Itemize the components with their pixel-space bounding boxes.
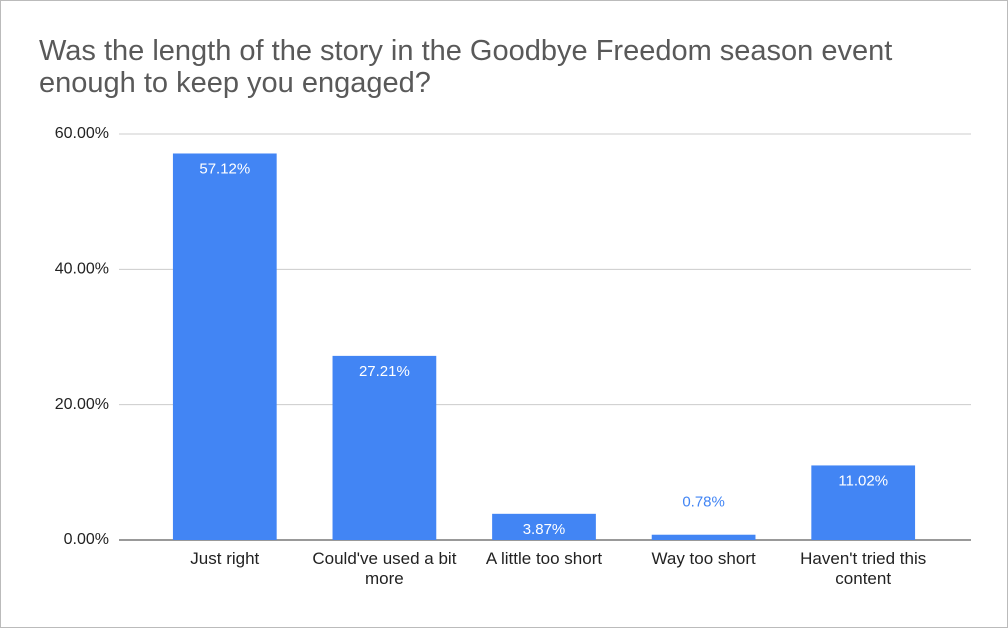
x-tick-label: Just right <box>190 549 260 568</box>
x-tick-label: A little too short <box>485 549 603 568</box>
x-tick-label: Could've used a bit more <box>312 549 457 588</box>
bar <box>651 534 756 540</box>
y-tick-label: 20.00% <box>55 396 109 413</box>
chart-title: Was the length of the story in the Goodb… <box>39 35 893 99</box>
x-tick-label: Haven't tried this content <box>800 549 927 588</box>
bar <box>172 153 277 540</box>
bar <box>332 355 437 540</box>
bar <box>811 465 916 540</box>
y-tick-label: 40.00% <box>55 261 109 278</box>
data-label: 11.02% <box>838 472 888 489</box>
y-tick-label: 0.00% <box>64 531 109 548</box>
data-label: 3.87% <box>523 521 566 538</box>
bar <box>492 513 596 540</box>
data-label: 27.21% <box>359 363 410 380</box>
data-label: 0.78% <box>682 494 725 511</box>
x-tick-label: Way too short <box>651 549 756 568</box>
y-tick-label: 60.00% <box>55 125 109 142</box>
data-label: 57.12% <box>199 160 250 177</box>
